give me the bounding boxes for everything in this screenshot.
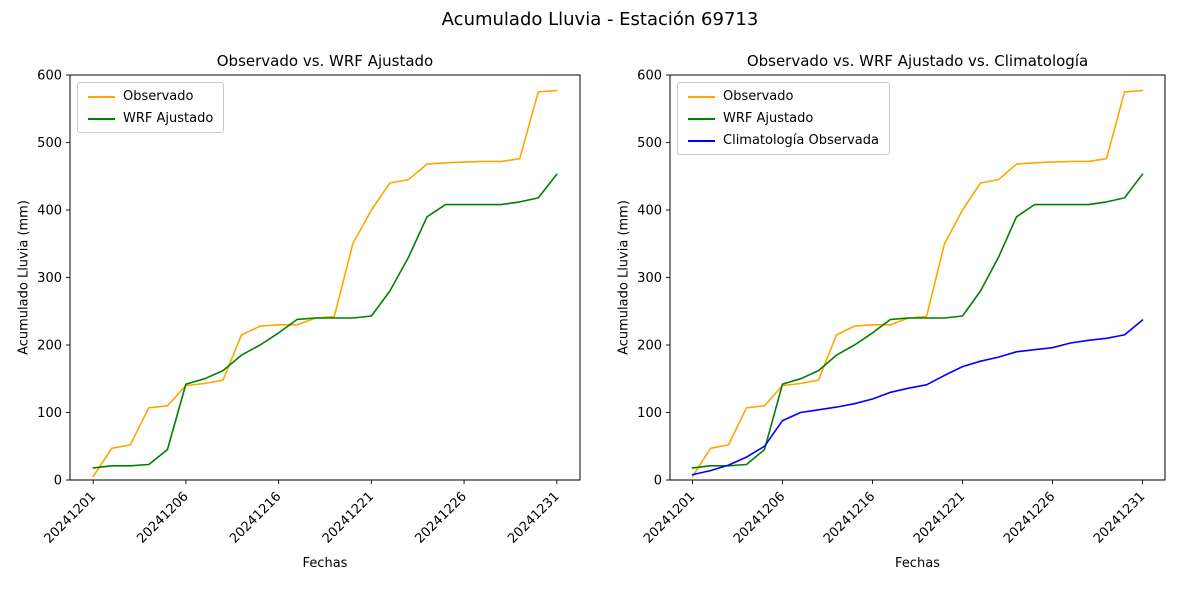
y-tick-label: 600: [37, 69, 62, 84]
x-tick-label: 20241231: [505, 489, 562, 546]
right-plot-canvas: 0 100 200 300 400 500 600 20241201 20241206 20241…: [637, 69, 1166, 547]
series-line-climatolog-a-observada: [691, 319, 1144, 476]
legend-line-swatch: [88, 117, 115, 120]
x-tick-label: 20241201: [641, 489, 698, 546]
y-tick-label: 400: [37, 204, 62, 219]
series-line-observado: [92, 89, 558, 478]
y-tick-label: 400: [637, 204, 662, 219]
y-tick-label: 600: [637, 69, 662, 84]
y-tick-label: 500: [37, 136, 62, 151]
x-tick-label: 20241216: [821, 489, 878, 546]
axes-frame: [69, 74, 581, 481]
x-tick-label: 20241201: [42, 489, 99, 546]
x-tick-label: 20241226: [413, 489, 470, 546]
left-y-axis-label: Acumulado Lluvia (mm): [16, 200, 32, 355]
axes-frame: [669, 74, 1166, 481]
y-tick-label: 200: [637, 339, 662, 354]
x-tick-label: 20241231: [1091, 489, 1148, 546]
legend-item-wrf-ajustado: WRF Ajustado: [688, 111, 879, 126]
legend-label: Observado: [723, 89, 794, 104]
legend-label: WRF Ajustado: [723, 111, 814, 126]
legend-item-observado: Observado: [88, 89, 213, 104]
legend-label: WRF Ajustado: [123, 111, 214, 126]
left-x-axis-label: Fechas: [302, 556, 348, 571]
left-plot-title: Observado vs. WRF Ajustado: [216, 52, 434, 70]
x-tick-label: 20241206: [731, 489, 788, 546]
subplot-observado-wrf: 0 100 200 300 400 500 600 20241201 20241206 20241…: [16, 52, 581, 571]
legend-label: Observado: [123, 89, 194, 104]
y-tick-label: 100: [37, 406, 62, 421]
series-line-wrf-ajustado: [691, 173, 1144, 469]
legend-label: Climatología Observada: [723, 133, 879, 148]
right-legend: Observado WRF Ajustado Climatología Observ…: [677, 82, 890, 155]
x-tick-label: 20241221: [320, 489, 377, 546]
y-tick-label: 300: [37, 271, 62, 286]
x-tick-label: 20241221: [911, 489, 968, 546]
y-tick-label: 300: [637, 271, 662, 286]
legend-item-wrf-ajustado: WRF Ajustado: [88, 111, 213, 126]
series-line-wrf-ajustado: [92, 173, 558, 469]
right-plot-title: Observado vs. WRF Ajustado vs. Climatolo…: [746, 52, 1089, 70]
right-x-axis-label: Fechas: [895, 556, 940, 571]
x-tick-label: 20241206: [134, 489, 191, 546]
legend-line-swatch: [688, 95, 715, 98]
y-tick-label: 200: [37, 339, 62, 354]
y-tick-label: 500: [637, 136, 662, 151]
legend-item-climatolog-a-observada: Climatología Observada: [688, 133, 879, 148]
figure-title: Acumulado Lluvia - Estación 69713: [441, 9, 759, 30]
right-y-axis-label: Acumulado Lluvia (mm): [616, 200, 632, 355]
legend-line-swatch: [688, 117, 715, 120]
legend-line-swatch: [688, 139, 715, 142]
legend-line-swatch: [88, 95, 115, 98]
y-tick-label: 100: [637, 406, 662, 421]
left-legend: Observado WRF Ajustado: [77, 82, 225, 133]
y-tick-label: 0: [654, 474, 662, 489]
x-tick-label: 20241226: [1001, 489, 1058, 546]
y-tick-label: 0: [54, 474, 62, 489]
x-tick-label: 20241216: [227, 489, 284, 546]
legend-item-observado: Observado: [688, 89, 879, 104]
left-plot-canvas: 0 100 200 300 400 500 600 20241201 20241206 20241…: [37, 69, 581, 547]
subplot-observado-wrf-climatologia: 0 100 200 300 400 500 600 20241201 20241206 20241…: [600, 0, 1200, 600]
